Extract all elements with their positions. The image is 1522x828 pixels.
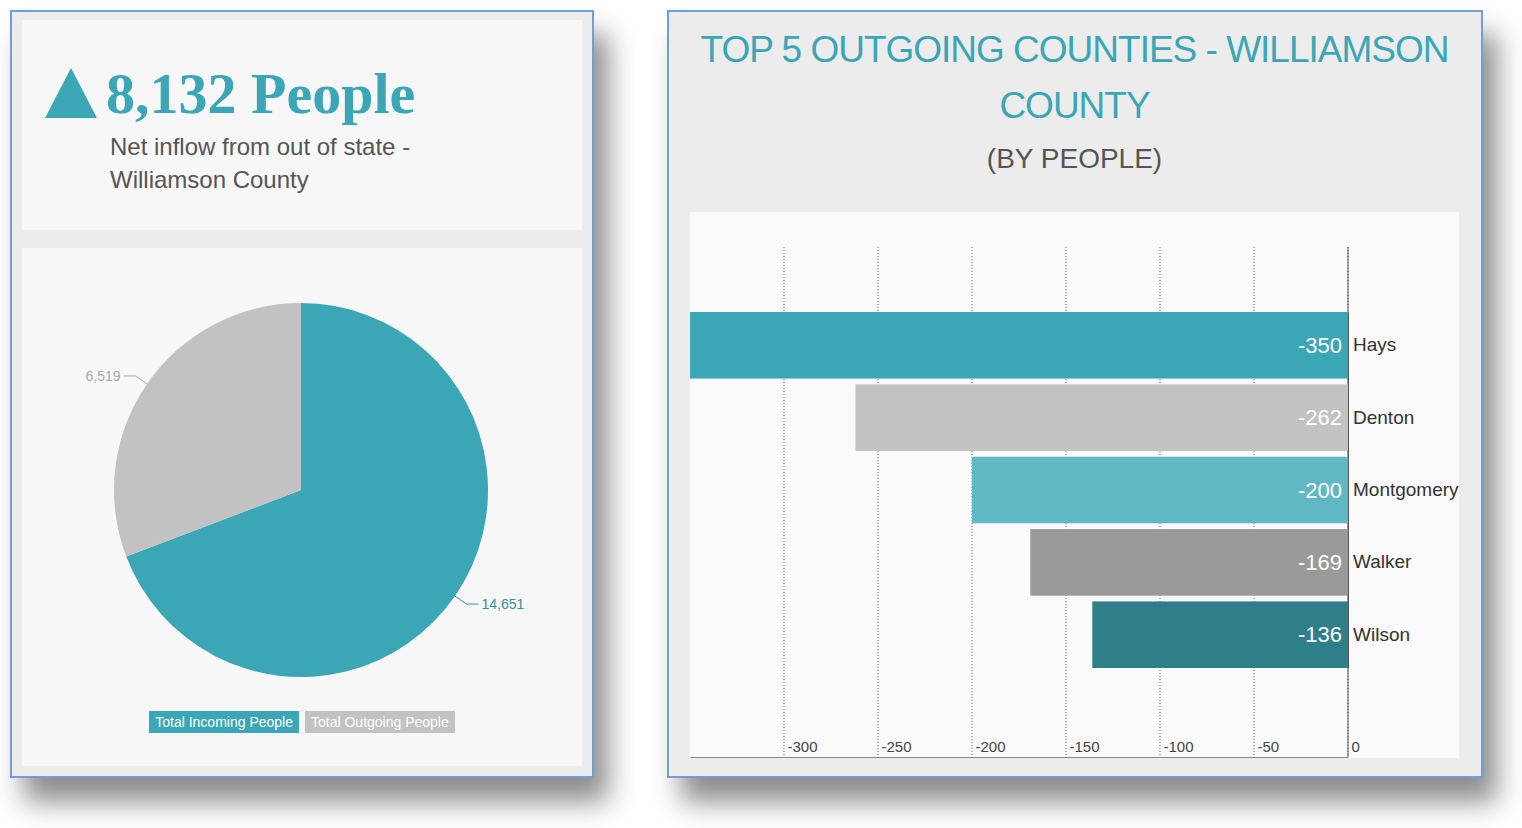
y-tick: Hays [1348, 334, 1396, 355]
x-tick-label: -100 [1164, 738, 1194, 755]
y-tick-label: Montgomery [1353, 479, 1459, 500]
bar [690, 312, 1348, 379]
pie-slice [114, 303, 301, 557]
x-tick: -250 [879, 738, 912, 757]
x-tick-label: -200 [976, 738, 1006, 755]
bar [1030, 529, 1348, 596]
y-tick-label: Denton [1353, 407, 1414, 428]
legend-entry: Total Incoming People [149, 711, 299, 733]
data-label: -136 [1298, 622, 1342, 647]
y-tick-label: Walker [1353, 551, 1412, 572]
x-tick-label: -50 [1258, 738, 1280, 755]
legend-entry: Total Outgoing People [305, 711, 455, 733]
leader-line [123, 376, 147, 384]
bar [1092, 601, 1348, 668]
data-label: -262 [1298, 405, 1342, 430]
x-axis-line [691, 757, 1349, 758]
x-tick: -150 [1067, 738, 1100, 757]
data-label: 14,651 [482, 596, 525, 612]
data-label: -350 [1298, 333, 1342, 358]
data-label: -169 [1298, 550, 1342, 575]
bar [855, 384, 1348, 451]
bars [690, 312, 1348, 668]
chart-canvas: 14,651 6,519 -300 -250 -200 -150 -100 -50 0 Hays D… [0, 0, 1522, 828]
y-tick: Walker [1348, 551, 1412, 572]
y-tick: Wilson [1348, 624, 1410, 645]
x-tick-label: -250 [882, 738, 912, 755]
pie: 14,651 6,519 [85, 303, 524, 677]
x-tick: -300 [785, 738, 818, 757]
y-tick: Montgomery [1348, 479, 1459, 500]
header-title: 8,132 People [106, 64, 415, 124]
data-labels: -350 -262 -200 -169 -136 [1298, 333, 1342, 647]
y-tick: Denton [1348, 407, 1414, 428]
x-axis: -300 -250 -200 -150 -100 -50 0 [691, 738, 1360, 758]
x-tick: -100 [1161, 738, 1194, 757]
header-subtitle: Net inflow from out of state - Williamso… [110, 130, 470, 196]
x-tick: -50 [1255, 738, 1280, 757]
y-tick-label: Wilson [1353, 624, 1410, 645]
x-tick-label: 0 [1352, 738, 1360, 755]
x-tick-label: -150 [1070, 738, 1100, 755]
header-card [22, 20, 582, 230]
y-axis-line [1348, 313, 1349, 669]
data-label: 6,519 [85, 368, 120, 384]
legend: Total Incoming People Total Outgoing Peop… [22, 711, 582, 733]
chart-title: TOP 5 OUTGOING COUNTIES - WILLIAMSON COU… [690, 22, 1459, 134]
data-label: -200 [1298, 478, 1342, 503]
x-tick-label: -300 [788, 738, 818, 755]
bar [972, 457, 1348, 524]
leader-line [455, 596, 479, 604]
x-tick: 0 [1349, 738, 1360, 757]
up-triangle-icon [45, 68, 97, 118]
y-tick-label: Hays [1353, 334, 1396, 355]
y-axis: Hays Denton Montgomery Walker Wilson [1348, 313, 1459, 669]
chart-subtitle: (BY PEOPLE) [690, 143, 1459, 175]
x-tick: -200 [973, 738, 1006, 757]
